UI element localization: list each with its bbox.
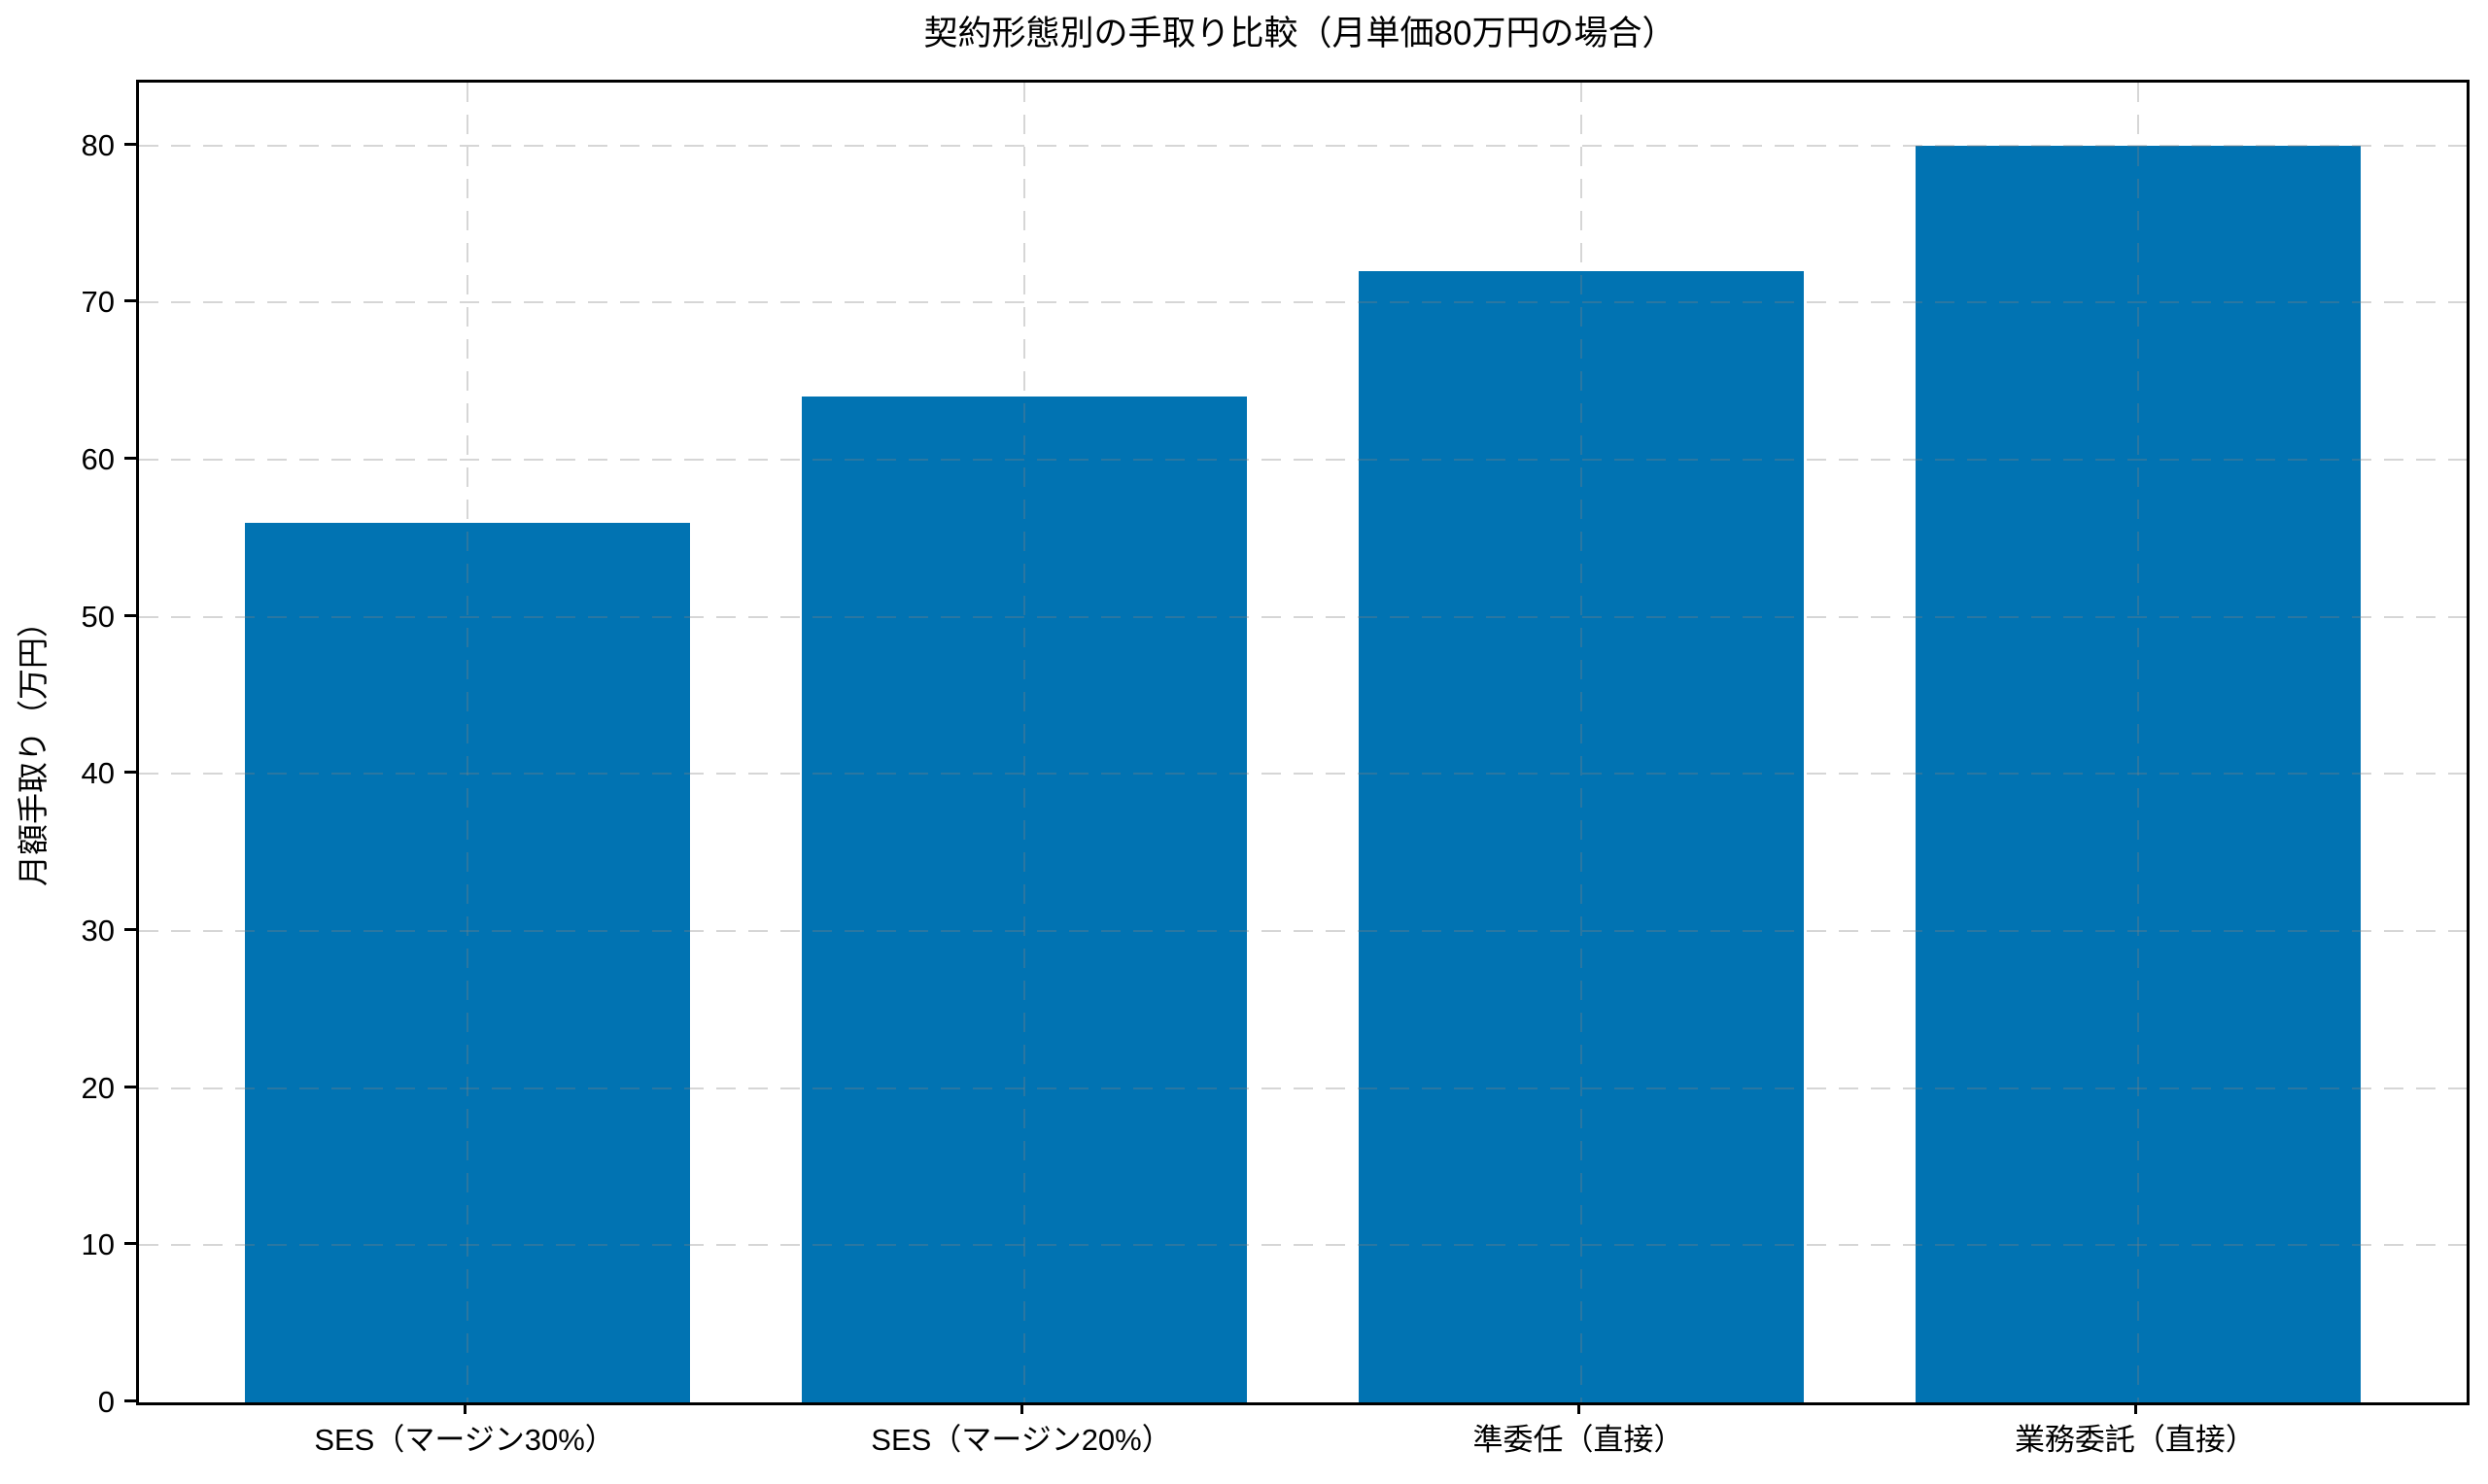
y-axis-tick-label: 10 [81, 1227, 115, 1262]
bar-3 [1358, 271, 1805, 1402]
gridline-horizontal [139, 144, 2467, 147]
chart-title: 契約形態別の手取り比較（月単価80万円の場合） [923, 15, 1676, 52]
y-axis-tick-label: 70 [81, 285, 115, 320]
x-axis-tick-label: SES（マージン20%） [871, 1423, 1172, 1457]
bar-2 [801, 397, 1248, 1402]
x-axis-tick-mark [1020, 1402, 1024, 1414]
gridline-horizontal [139, 615, 2467, 618]
x-axis-tick-label: 準委任（直接） [1472, 1423, 1684, 1457]
y-axis-tick-label: 50 [81, 599, 115, 634]
bar-4 [1915, 145, 2362, 1402]
gridline-horizontal [139, 459, 2467, 461]
x-axis-tick-mark [464, 1402, 467, 1414]
y-axis-tick-mark [124, 771, 136, 775]
y-axis-tick-mark [124, 613, 136, 617]
y-axis-tick-label: 80 [81, 127, 115, 162]
y-axis-tick-mark [124, 1242, 136, 1246]
x-axis-tick-mark [1576, 1402, 1580, 1414]
y-axis-label: 月額手取り（万円） [16, 606, 51, 887]
y-axis-tick-mark [124, 299, 136, 303]
y-axis-tick-label: 60 [81, 442, 115, 476]
gridline-vertical [2136, 83, 2139, 1402]
y-axis-tick-mark [124, 142, 136, 146]
y-axis-tick-label: 30 [81, 914, 115, 948]
gridline-horizontal [139, 1087, 2467, 1089]
y-axis-tick-label: 0 [97, 1385, 115, 1419]
bar-1 [244, 522, 691, 1402]
y-axis-tick-label: 20 [81, 1070, 115, 1105]
gridline-horizontal [139, 301, 2467, 304]
gridline-horizontal [139, 930, 2467, 932]
gridline-vertical [466, 83, 469, 1402]
gridline-vertical [1023, 83, 1026, 1402]
y-axis-tick-mark [124, 457, 136, 460]
x-axis-tick-label: 業務委託（直接） [2014, 1423, 2256, 1457]
x-axis-tick-label: SES（マージン30%） [314, 1423, 615, 1457]
y-axis-tick-mark [124, 1399, 136, 1402]
gridline-horizontal [139, 773, 2467, 776]
gridline-vertical [1579, 83, 1582, 1402]
x-axis-tick-mark [2133, 1402, 2137, 1414]
gridline-horizontal [139, 1244, 2467, 1247]
y-axis-tick-mark [124, 928, 136, 931]
y-axis-tick-mark [124, 1085, 136, 1088]
plot-area [136, 80, 2470, 1405]
y-axis-tick-label: 40 [81, 756, 115, 791]
